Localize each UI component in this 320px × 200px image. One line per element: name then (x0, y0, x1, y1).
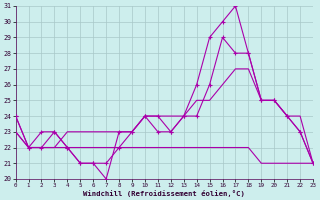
X-axis label: Windchill (Refroidissement éolien,°C): Windchill (Refroidissement éolien,°C) (84, 190, 245, 197)
